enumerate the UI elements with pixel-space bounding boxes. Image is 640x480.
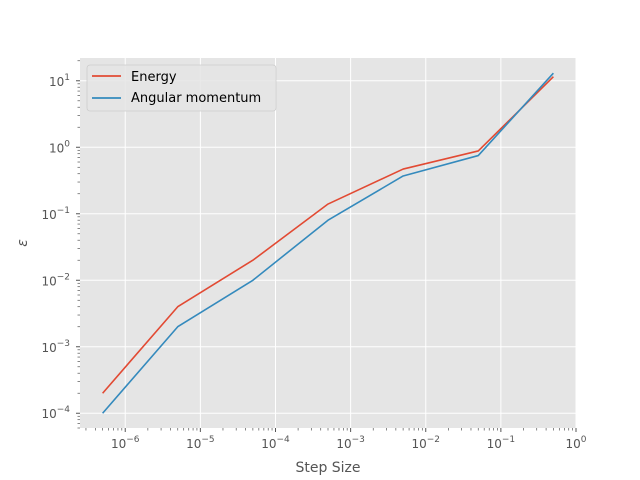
x-tick-label: 100	[565, 435, 586, 451]
x-tick-label: 10−1	[487, 435, 516, 451]
minor-ticks	[77, 60, 573, 431]
x-tick-label: 10−4	[261, 435, 290, 451]
x-tick-label: 10−5	[186, 435, 215, 451]
y-tick-label: 10−2	[41, 272, 70, 288]
x-axis-label: Step Size	[295, 460, 360, 476]
y-tick-label: 10−1	[41, 206, 70, 222]
series-line-energy	[102, 76, 554, 394]
y-tick-label: 10−4	[41, 405, 70, 421]
y-tick-label: 10−3	[41, 339, 70, 355]
x-axis-ticks: 10−6 10−5 10−4 10−3 10−2 10−1 100	[111, 428, 587, 451]
y-tick-label: 100	[49, 139, 70, 155]
x-tick-label: 10−6	[111, 435, 140, 451]
legend-label-angular-momentum: Angular momentum	[131, 91, 261, 106]
series-line-angular-momentum	[102, 72, 554, 414]
series-lines	[102, 72, 554, 414]
legend-box	[86, 64, 277, 112]
y-axis-label: ε	[15, 239, 31, 247]
y-axis-ticks: 10−4 10−3 10−2 10−1 100 101	[41, 73, 80, 421]
legend-label-energy: Energy	[131, 70, 177, 85]
x-tick-label: 10−2	[411, 435, 440, 451]
x-tick-label: 10−3	[336, 435, 365, 451]
plot-background	[80, 58, 576, 428]
y-tick-label: 101	[49, 73, 70, 89]
grid-lines	[80, 58, 577, 428]
legend: Energy Angular momentum	[86, 64, 277, 112]
